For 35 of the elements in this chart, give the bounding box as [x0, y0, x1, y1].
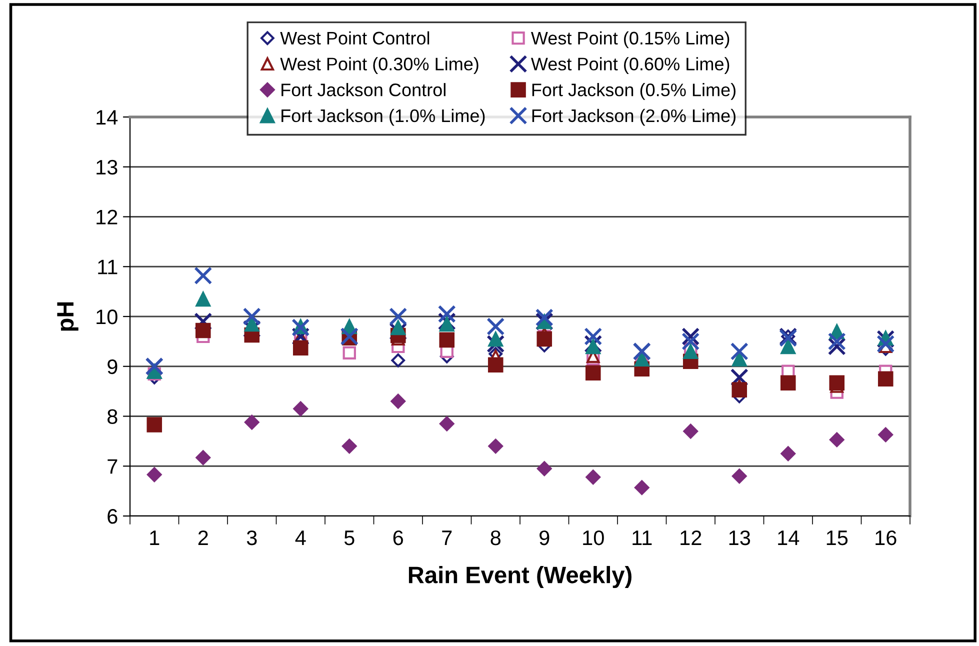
legend-label: Fort Jackson (0.5% Lime)	[532, 83, 736, 100]
y-axis-title: pH	[57, 302, 78, 331]
legend-label: Fort Jackson (1.0% Lime)	[282, 108, 485, 126]
y-tick-label: 6	[108, 509, 118, 524]
x-tick-label: 5	[344, 530, 354, 546]
legend-label: West Point (0.60% Lime)	[530, 57, 730, 74]
x-tick-label: 1	[150, 530, 160, 545]
y-tick-label: 9	[108, 359, 118, 374]
y-tick-label: 14	[96, 110, 118, 125]
x-tick-label: 13	[729, 530, 750, 546]
legend-label: Fort Jackson (2.0% Lime)	[532, 108, 736, 126]
y-tick-label: 10	[96, 310, 118, 324]
x-tick-label: 9	[540, 530, 550, 546]
x-tick-label: 12	[680, 530, 702, 545]
y-tick-label: 11	[98, 260, 118, 274]
x-tick-label: 14	[778, 530, 800, 545]
x-axis-title: Rain Event (Weekly)	[408, 566, 632, 588]
y-tick-label: 8	[108, 409, 118, 424]
x-tick-label: 11	[632, 530, 652, 545]
x-tick-label: 7	[442, 530, 452, 545]
y-tick-label: 7	[108, 459, 118, 474]
x-tick-label: 8	[490, 530, 501, 546]
y-tick-label: 13	[96, 160, 118, 175]
legend-label: West Point (0.30% Lime)	[280, 57, 478, 74]
x-tick-label: 15	[826, 530, 848, 546]
x-tick-label: 4	[295, 530, 306, 545]
legend-label: West Point Control	[280, 31, 430, 45]
x-tick-label: 16	[876, 530, 896, 546]
legend-label: Fort Jackson Control	[282, 83, 446, 96]
x-tick-label: 6	[393, 530, 404, 546]
legend-label: West Point (0.15% Lime)	[530, 31, 730, 48]
y-tick-label: 12	[96, 210, 118, 224]
x-tick-label: 10	[583, 530, 604, 546]
x-tick-label: 3	[246, 530, 257, 546]
x-tick-label: 2	[198, 530, 208, 545]
